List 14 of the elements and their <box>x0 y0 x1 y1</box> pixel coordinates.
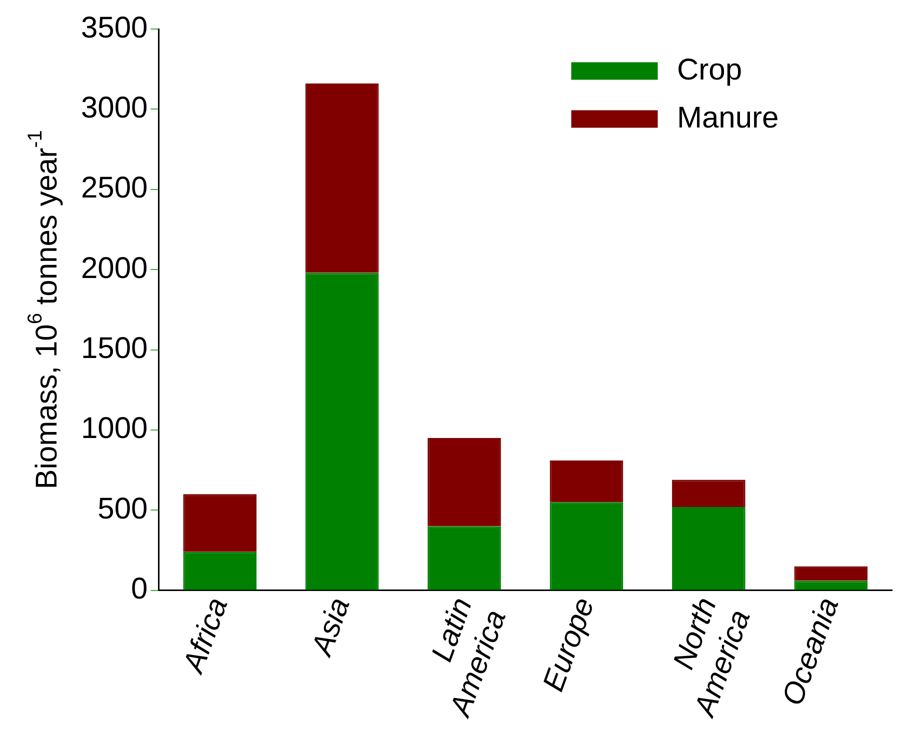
x-tick-label: Asia <box>304 593 356 662</box>
y-tick-label: 1000 <box>80 412 148 446</box>
y-tick-label: 3000 <box>80 91 148 124</box>
y-tick-label: 1500 <box>80 332 148 366</box>
y-axis-title: Biomass, 106 tonnes year-1 <box>24 130 64 490</box>
y-tick-label: 2000 <box>80 252 148 285</box>
y-tick-label: 0 <box>131 572 148 606</box>
y-tick-label: 3500 <box>80 11 148 44</box>
x-tick-label: Europe <box>536 593 601 696</box>
legend-label: Crop <box>677 53 742 86</box>
y-tick-label: 2500 <box>80 172 148 205</box>
x-tick-label: Africa <box>176 593 234 679</box>
legend-label: Manure <box>677 101 779 134</box>
y-tick-label: 500 <box>98 492 148 526</box>
